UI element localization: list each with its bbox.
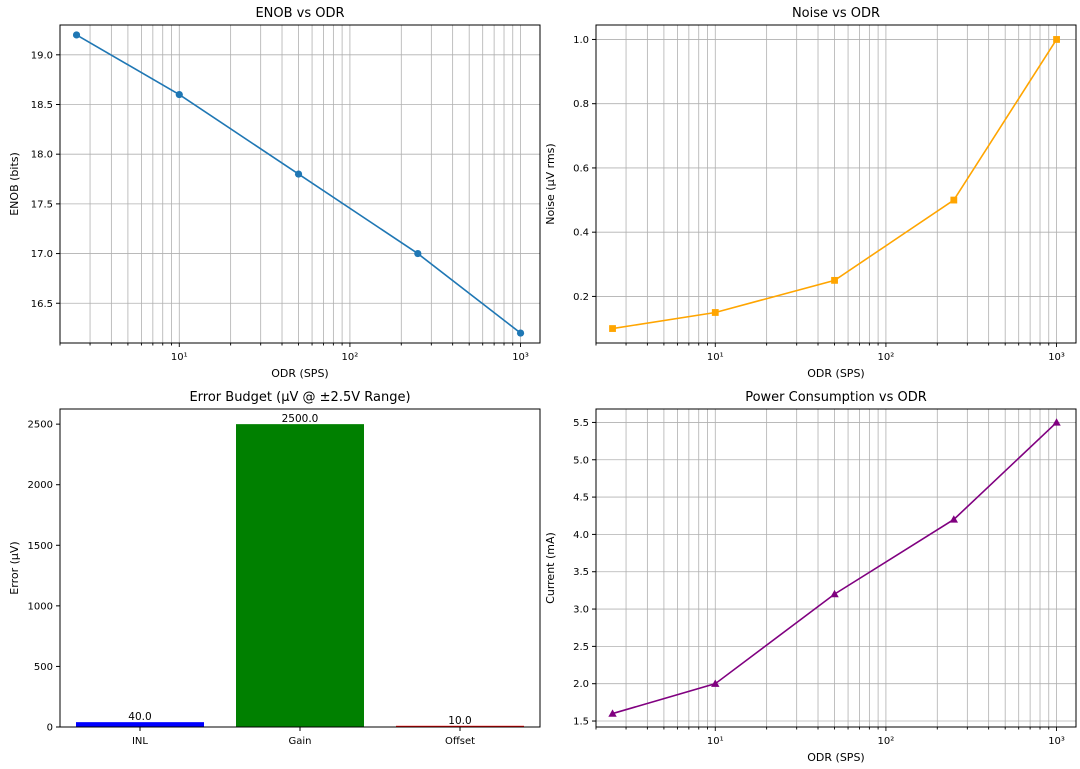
y-tick-label: 0.4 xyxy=(573,228,589,239)
y-tick-label: 2.5 xyxy=(573,642,589,653)
plot-frame xyxy=(59,24,541,344)
y-tick-label: 16.5 xyxy=(31,299,53,310)
grid xyxy=(59,25,540,343)
y-axis-label: Noise (µV rms) xyxy=(544,143,557,224)
y-tick-label: 18.5 xyxy=(31,100,53,111)
y-tick-label: 4.5 xyxy=(573,493,589,504)
subplot-2: 10¹ 10² 10³ 0.2 0.4 0.6 0.8 1.0 Noise vs ODR ODR … xyxy=(544,6,1077,380)
subplot-4: 10¹ 10² 10³ 1.5 2.0 2.5 3.0 3.5 4.0 4.5 5.0 5.5 Powe… xyxy=(544,390,1077,764)
y-tick-label: 1500 xyxy=(28,541,53,552)
x-tick-label: INL xyxy=(132,736,148,747)
x-tick-label: 10¹ xyxy=(707,352,724,363)
y-axis-label: Current (mA) xyxy=(544,532,557,604)
x-tick-label: Gain xyxy=(289,736,312,747)
y-tick-label: 0.8 xyxy=(573,99,589,110)
bar-value-label: 40.0 xyxy=(128,711,151,723)
x-tick-label: 10³ xyxy=(1048,736,1065,747)
grid xyxy=(595,25,1076,343)
y-tick-label: 0.2 xyxy=(573,292,589,303)
y-tick-label: 2000 xyxy=(28,480,53,491)
y-tick-label: 1.0 xyxy=(573,35,589,46)
y-tick-label: 17.0 xyxy=(31,249,53,260)
data-point xyxy=(294,170,303,178)
bar-value-label: 2500.0 xyxy=(282,413,319,425)
bar-value-label: 10.0 xyxy=(448,715,471,727)
data-point xyxy=(72,31,81,39)
x-axis-label: ODR (SPS) xyxy=(271,367,328,380)
y-tick-label: 3.5 xyxy=(573,567,589,578)
x-tick-label: 10² xyxy=(342,352,359,363)
x-tick-label: 10³ xyxy=(1048,352,1065,363)
x-axis-label: ODR (SPS) xyxy=(807,367,864,380)
data-point xyxy=(609,325,616,332)
y-tick-label: 4.0 xyxy=(573,530,589,541)
x-tick-label: 10¹ xyxy=(707,736,724,747)
y-axis-label: ENOB (bits) xyxy=(8,152,21,216)
y-tick-label: 18.0 xyxy=(31,150,53,161)
data-point xyxy=(830,589,839,598)
data-point xyxy=(414,249,422,258)
data-point xyxy=(950,196,958,204)
x-tick-label: 10¹ xyxy=(171,352,188,363)
data-point xyxy=(711,309,719,316)
y-tick-label: 17.5 xyxy=(31,199,53,210)
y-tick-label: 0.6 xyxy=(573,163,589,174)
y-tick-label: 0 xyxy=(47,723,53,734)
y-tick-label: 2.0 xyxy=(573,679,589,690)
y-tick-label: 3.0 xyxy=(573,605,589,616)
x-tick-label: 10³ xyxy=(512,352,529,363)
data-point xyxy=(175,90,183,99)
data-point xyxy=(608,709,617,717)
plot-frame xyxy=(595,408,1077,728)
data-point xyxy=(831,276,838,284)
y-axis-label: Error (µV) xyxy=(8,541,21,594)
subplot-1: 10¹ 10² 10³ 16.5 17.0 17.5 18.0 18.5 19.0 ENOB vs… xyxy=(8,6,541,380)
plot-frame xyxy=(595,24,1077,344)
chart-title: ENOB vs ODR xyxy=(255,6,344,21)
chart-title: Error Budget (µV @ ±2.5V Range) xyxy=(189,390,410,405)
bar-inl xyxy=(76,722,204,727)
y-tick-label: 5.5 xyxy=(573,418,589,429)
x-tick-label: 10² xyxy=(878,736,895,747)
bar-offset xyxy=(396,725,524,727)
data-point xyxy=(1052,418,1061,426)
y-tick-label: 5.0 xyxy=(573,455,589,466)
subplot-3: 40.0 INL 2500.0 Gain 10.0 Offset 0 500 1000 1500 2… xyxy=(8,390,541,747)
bar-gain xyxy=(236,424,364,727)
data-point xyxy=(1053,36,1060,43)
y-tick-label: 1.5 xyxy=(573,717,589,728)
grid xyxy=(595,409,1076,727)
x-tick-label: 10² xyxy=(878,352,895,363)
data-point xyxy=(516,329,525,337)
plot-frame xyxy=(59,408,541,728)
chart-title: Power Consumption vs ODR xyxy=(745,390,927,405)
y-tick-label: 2500 xyxy=(28,420,53,431)
y-tick-label: 19.0 xyxy=(31,50,53,61)
data-point xyxy=(711,679,720,687)
chart-title: Noise vs ODR xyxy=(792,6,880,21)
data-point xyxy=(949,515,959,523)
x-tick-label: Offset xyxy=(445,736,475,747)
y-tick-label: 500 xyxy=(34,662,53,673)
y-tick-label: 1000 xyxy=(28,601,53,612)
x-axis-label: ODR (SPS) xyxy=(807,751,864,764)
